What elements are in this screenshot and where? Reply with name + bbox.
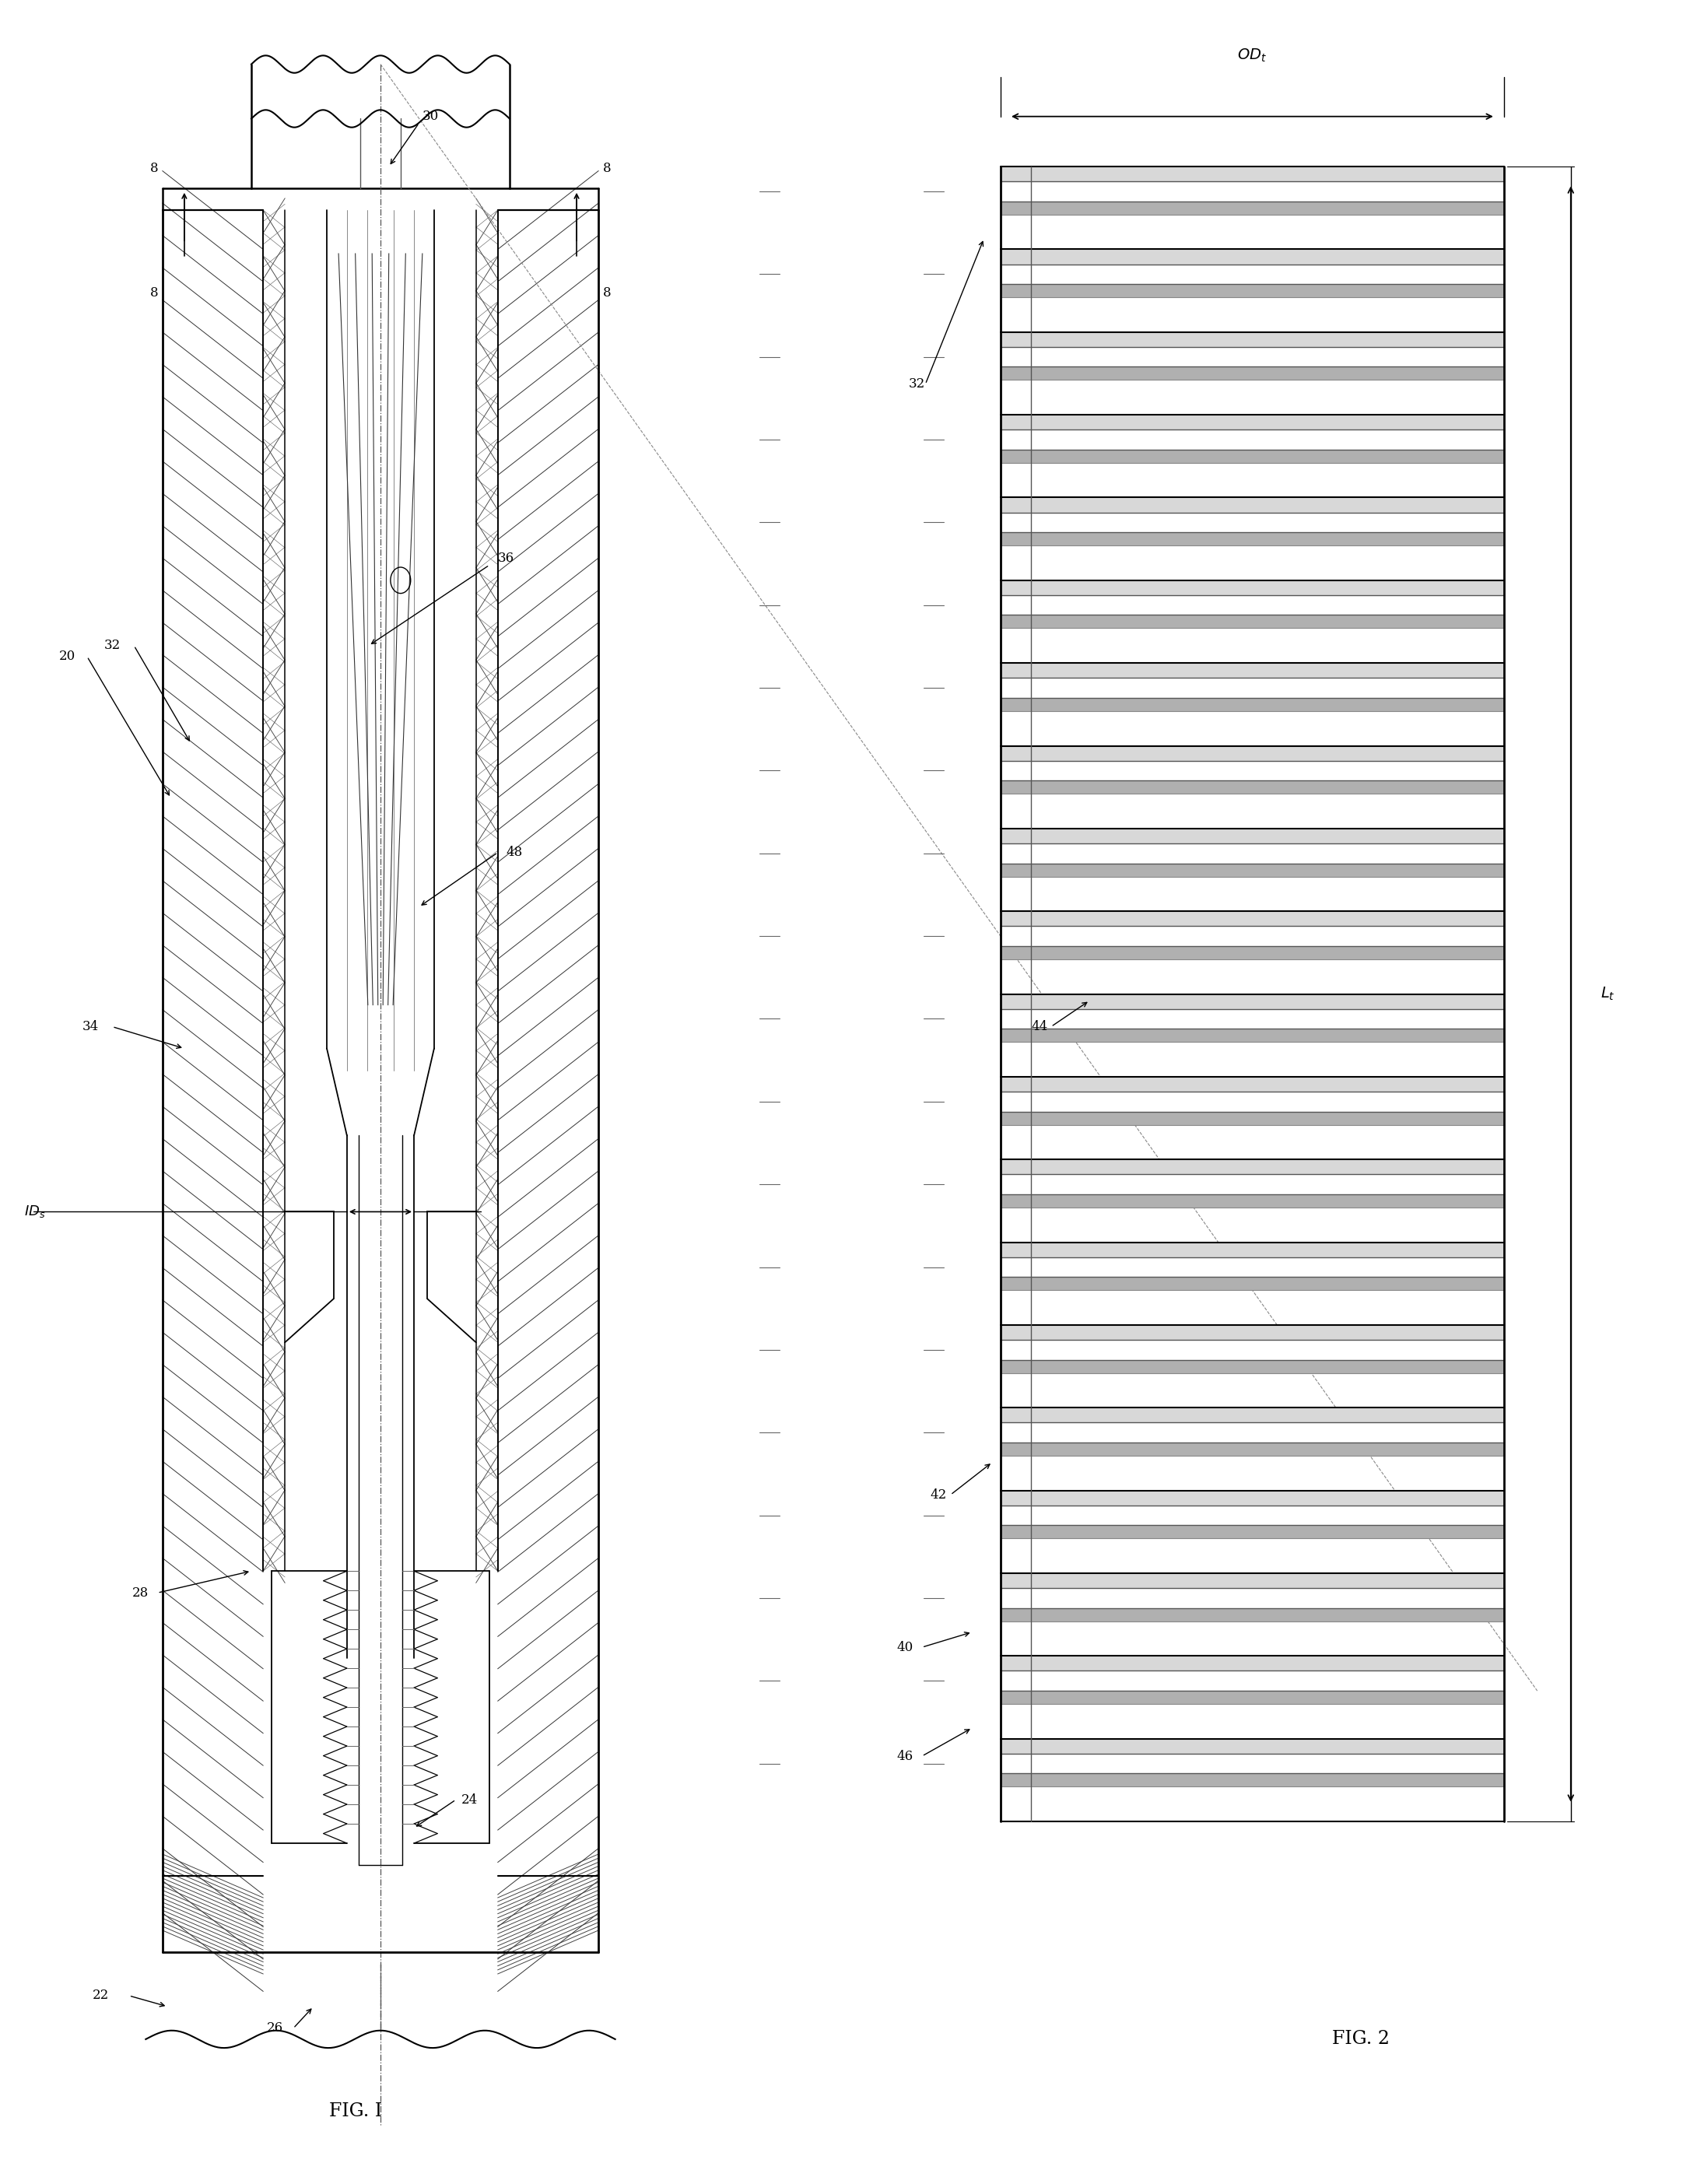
Text: 20: 20 — [59, 651, 76, 664]
Polygon shape — [1001, 264, 1503, 284]
Polygon shape — [1001, 201, 1503, 214]
Polygon shape — [1001, 513, 1503, 533]
Polygon shape — [1001, 1505, 1503, 1524]
Polygon shape — [1001, 367, 1503, 380]
Polygon shape — [1001, 863, 1503, 876]
Polygon shape — [1001, 181, 1503, 201]
Polygon shape — [1001, 1607, 1503, 1621]
Polygon shape — [1001, 760, 1503, 780]
Polygon shape — [1001, 332, 1503, 347]
Text: 48: 48 — [507, 845, 523, 858]
Polygon shape — [1001, 347, 1503, 367]
Text: 30: 30 — [422, 109, 439, 122]
Polygon shape — [1001, 430, 1503, 450]
Polygon shape — [1001, 664, 1503, 677]
Polygon shape — [1001, 1690, 1503, 1704]
Text: 8: 8 — [603, 162, 611, 175]
Polygon shape — [1001, 1160, 1503, 1175]
Polygon shape — [1001, 1258, 1503, 1278]
Polygon shape — [1001, 533, 1503, 546]
Polygon shape — [1001, 946, 1503, 959]
Text: 26: 26 — [266, 2022, 283, 2035]
Text: 36: 36 — [498, 553, 515, 566]
Polygon shape — [1001, 1243, 1503, 1258]
Polygon shape — [1001, 415, 1503, 430]
Polygon shape — [1001, 677, 1503, 697]
Polygon shape — [1001, 1572, 1503, 1588]
Polygon shape — [1001, 697, 1503, 712]
Polygon shape — [1001, 1326, 1503, 1341]
Text: 42: 42 — [931, 1487, 948, 1500]
Polygon shape — [1001, 911, 1503, 926]
Polygon shape — [1001, 596, 1503, 616]
Text: 32: 32 — [909, 378, 926, 391]
Polygon shape — [1001, 1195, 1503, 1208]
Polygon shape — [1001, 1489, 1503, 1505]
Polygon shape — [1001, 1655, 1503, 1671]
Polygon shape — [1001, 1754, 1503, 1773]
Polygon shape — [1001, 1422, 1503, 1441]
Text: $L_t$: $L_t$ — [1601, 985, 1616, 1002]
Polygon shape — [1001, 1092, 1503, 1112]
Text: 8: 8 — [150, 286, 158, 299]
Text: 28: 28 — [133, 1586, 150, 1599]
Polygon shape — [1001, 1278, 1503, 1291]
Text: 8: 8 — [150, 162, 158, 175]
Polygon shape — [1001, 1441, 1503, 1457]
Polygon shape — [1001, 1077, 1503, 1092]
Text: 32: 32 — [104, 640, 121, 653]
Polygon shape — [1001, 1588, 1503, 1607]
Polygon shape — [1001, 926, 1503, 946]
Polygon shape — [1001, 616, 1503, 629]
Polygon shape — [1001, 1409, 1503, 1422]
Text: $ID_s$: $ID_s$ — [24, 1203, 45, 1219]
Text: 44: 44 — [1032, 1020, 1047, 1033]
Text: FIG. I: FIG. I — [328, 2103, 382, 2121]
Polygon shape — [1001, 166, 1503, 181]
Polygon shape — [1001, 828, 1503, 843]
Polygon shape — [1001, 1175, 1503, 1195]
Polygon shape — [1001, 994, 1503, 1009]
Text: FIG. 2: FIG. 2 — [1333, 2031, 1390, 2049]
Polygon shape — [1001, 1524, 1503, 1538]
Polygon shape — [1001, 843, 1503, 863]
Polygon shape — [1001, 581, 1503, 596]
Polygon shape — [1001, 1009, 1503, 1029]
Text: $OD_t$: $OD_t$ — [1237, 48, 1267, 63]
Polygon shape — [1001, 450, 1503, 463]
Text: 34: 34 — [82, 1020, 99, 1033]
Polygon shape — [1001, 498, 1503, 513]
Polygon shape — [1001, 1671, 1503, 1690]
Text: 24: 24 — [461, 1793, 478, 1806]
Polygon shape — [1001, 1361, 1503, 1374]
Text: 46: 46 — [897, 1749, 914, 1762]
Polygon shape — [1001, 780, 1503, 793]
Polygon shape — [1001, 249, 1503, 264]
Polygon shape — [1001, 1773, 1503, 1787]
Polygon shape — [1001, 284, 1503, 297]
Polygon shape — [1001, 1341, 1503, 1361]
Text: 40: 40 — [897, 1640, 914, 1653]
Polygon shape — [1001, 1112, 1503, 1125]
Text: 22: 22 — [93, 1990, 109, 2003]
Polygon shape — [1001, 1738, 1503, 1754]
Polygon shape — [1001, 745, 1503, 760]
Text: 8: 8 — [603, 286, 611, 299]
Polygon shape — [1001, 1029, 1503, 1042]
